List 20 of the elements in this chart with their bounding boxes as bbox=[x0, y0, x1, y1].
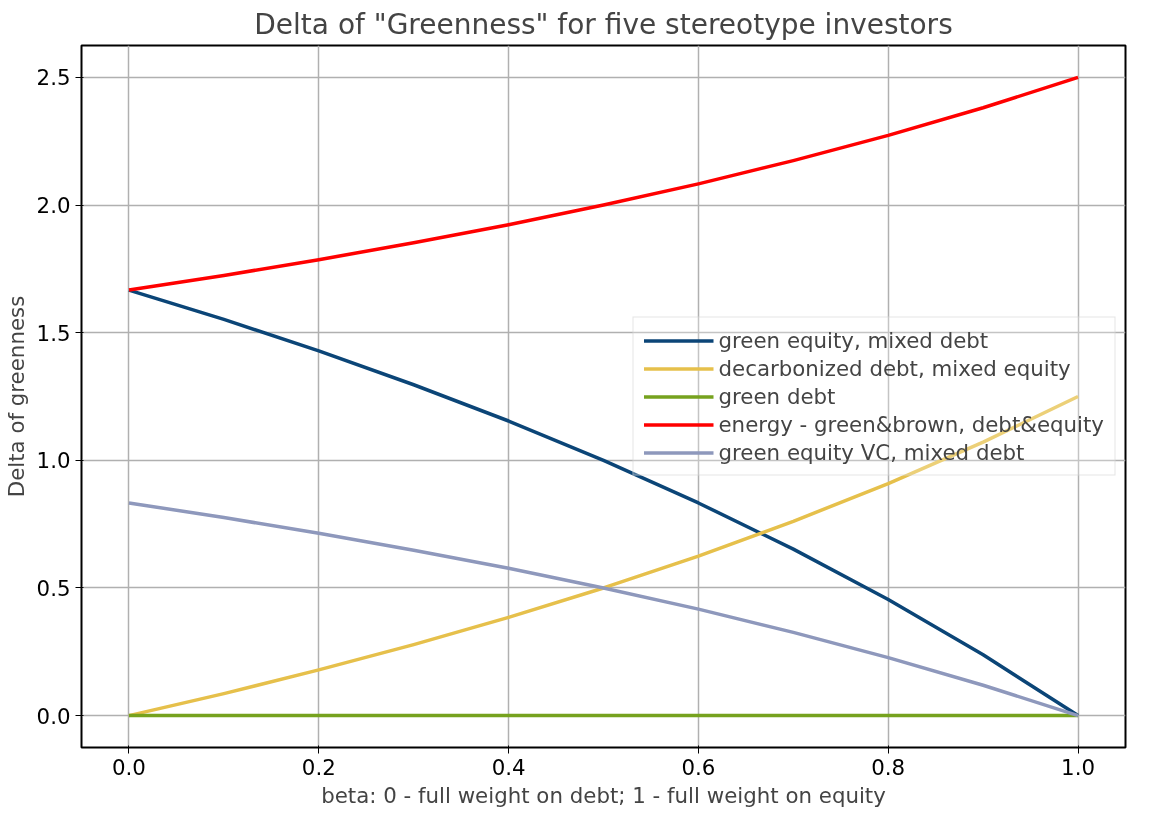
x-tick-label: 1.0 bbox=[1061, 754, 1096, 780]
y-tick-label: 0.5 bbox=[36, 575, 71, 601]
y-tick-label: 1.0 bbox=[36, 448, 71, 474]
y-tick-label: 1.5 bbox=[36, 320, 71, 346]
y-axis-title: Delta of greenness bbox=[3, 295, 29, 498]
x-axis-title: beta: 0 - full weight on debt; 1 - full weight on equity bbox=[321, 782, 886, 808]
chart-title: Delta of "Greenness" for five stereotype investors bbox=[254, 7, 953, 41]
line-series bbox=[127, 75, 1080, 292]
x-tick-label: 0.8 bbox=[871, 754, 906, 780]
x-tick-label: 0.6 bbox=[681, 754, 716, 780]
x-tick-label: 0.4 bbox=[491, 754, 526, 780]
legend-label: green equity, mixed debt bbox=[718, 327, 989, 353]
legend-label: green debt bbox=[718, 383, 836, 409]
x-tick-label: 0.0 bbox=[112, 754, 146, 780]
line-series bbox=[127, 501, 1080, 718]
y-tick-label: 2.0 bbox=[36, 193, 71, 219]
legend-label: decarbonized debt, mixed equity bbox=[718, 355, 1071, 381]
y-tick-label: 2.5 bbox=[36, 65, 71, 91]
x-tick-label: 0.2 bbox=[301, 754, 336, 780]
y-tick-label: 0.0 bbox=[36, 703, 71, 729]
